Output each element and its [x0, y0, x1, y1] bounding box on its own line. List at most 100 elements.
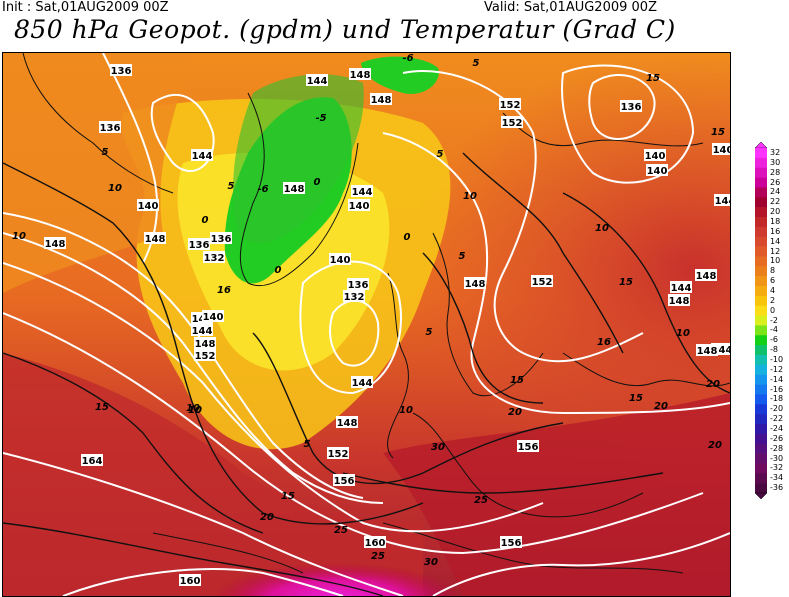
isotherm-label: 15	[281, 491, 295, 502]
isotherm-label: 25	[474, 495, 488, 506]
isotherm-label: 0	[314, 177, 321, 188]
isotherm-label: 5	[304, 439, 311, 450]
isotherm-label: 15	[95, 402, 109, 413]
isotherm-contours	[3, 152, 730, 596]
legend-label: -34	[770, 473, 784, 483]
legend-swatch	[755, 443, 767, 454]
legend-label: 24	[770, 187, 781, 197]
isotherm-label: 15	[619, 277, 633, 288]
legend-label: 6	[770, 276, 776, 286]
svg-text:148: 148	[145, 234, 166, 245]
legend-label: -28	[770, 443, 784, 453]
svg-text:148: 148	[45, 239, 66, 250]
isotherm-label: 25	[334, 525, 348, 536]
isotherm-label: 15	[711, 127, 725, 138]
isotherm-label: 10	[188, 405, 202, 416]
contour-label: 136	[110, 64, 132, 77]
isotherm-label: 0	[404, 232, 411, 243]
legend-label: 4	[770, 285, 776, 295]
geopotential-contours	[3, 53, 730, 596]
contour-label: 136	[188, 238, 210, 251]
contour-label: 152	[531, 275, 553, 288]
contour-label: 136	[99, 121, 121, 134]
legend-label: 30	[770, 157, 781, 167]
contour-label: 152	[501, 116, 523, 129]
legend-swatch	[755, 473, 767, 484]
contour-label: 140	[348, 199, 370, 212]
isotherm-label: 10	[399, 405, 413, 416]
legend-arrow-top	[755, 142, 767, 149]
svg-text:148: 148	[284, 184, 305, 195]
init-time: Init : Sat,01AUG2009 00Z	[2, 0, 169, 15]
greenland-land	[233, 74, 364, 244]
legend-label: 12	[770, 246, 781, 256]
svg-text:136: 136	[348, 280, 369, 291]
svg-text:148: 148	[669, 296, 690, 307]
legend-label: -14	[770, 374, 784, 384]
color-scale-legend	[755, 142, 767, 499]
legend-swatch	[755, 483, 767, 494]
geopotential-labels: 136 136 144 148 148 152 152 136 140 144 …	[44, 64, 730, 587]
svg-text:152: 152	[502, 118, 523, 129]
contour-label: 160	[364, 536, 386, 549]
contour-label: 156	[333, 474, 355, 487]
map-canvas: 136 136 144 148 148 152 152 136 140 144 …	[3, 53, 730, 596]
svg-text:136: 136	[621, 102, 642, 113]
svg-text:152: 152	[500, 100, 521, 111]
legend-label: -6	[770, 335, 778, 345]
svg-text:136: 136	[211, 234, 232, 245]
legend-label: -20	[770, 404, 784, 414]
green-cold-pool-2	[361, 56, 439, 94]
legend-label: 22	[770, 197, 781, 207]
isotherm-label: 15	[510, 375, 524, 386]
contour-label: 140	[202, 310, 224, 323]
svg-text:148: 148	[195, 339, 216, 350]
contour-label: 136	[620, 100, 642, 113]
svg-text:144: 144	[352, 187, 373, 198]
isotherm-label: 10	[595, 223, 609, 234]
isotherm-label: 20	[708, 440, 722, 451]
contour-label: 140	[329, 253, 351, 266]
contour-label: 156	[500, 536, 522, 549]
legend-swatch	[755, 187, 767, 198]
isotherm-label: 15	[646, 73, 660, 84]
legend-swatch	[755, 414, 767, 425]
svg-text:132: 132	[204, 253, 225, 264]
contour-label: 148	[144, 232, 166, 245]
legend-swatch	[755, 217, 767, 228]
legend-swatch	[755, 148, 767, 159]
svg-text:132: 132	[344, 292, 365, 303]
legend-label: -16	[770, 384, 784, 394]
legend-label: -10	[770, 354, 784, 364]
contour-label: 148	[668, 294, 690, 307]
contour-label: 148	[695, 269, 717, 282]
contour-label: 148	[194, 337, 216, 350]
legend-label: -12	[770, 364, 784, 374]
isotherm-label: 16	[217, 285, 231, 296]
contour-label: 152	[499, 98, 521, 111]
temperature-labels: 5 10 10 5 -5 -6 0 0 -6 0 5 0 5 5 10 10 1…	[12, 53, 725, 568]
isotherm-label: 10	[12, 231, 26, 242]
isotherm-label: 30	[431, 442, 445, 453]
legend-swatch	[755, 157, 767, 169]
legend-label: -24	[770, 423, 784, 433]
valid-time: Valid: Sat,01AUG2009 00Z	[484, 0, 657, 15]
contour-label: 148	[349, 68, 371, 81]
legend-swatch	[755, 433, 767, 445]
legend-label: 32	[770, 147, 781, 157]
isotherm-label: -5	[315, 113, 326, 124]
legend-label: 10	[770, 256, 781, 266]
legend-label: -2	[770, 315, 778, 325]
contour-label: 160	[179, 574, 201, 587]
svg-text:140: 140	[713, 145, 730, 156]
legend-swatch	[755, 177, 767, 188]
svg-text:144: 144	[712, 345, 730, 356]
isotherm-label: 10	[186, 403, 200, 414]
contour-label: 164	[81, 454, 103, 467]
svg-text:148: 148	[697, 346, 718, 357]
legend-label: 16	[770, 226, 781, 236]
legend-label: -22	[770, 414, 784, 424]
legend-swatch	[755, 335, 767, 346]
legend-swatch	[755, 236, 767, 247]
isotherm-label: 5	[102, 147, 109, 158]
